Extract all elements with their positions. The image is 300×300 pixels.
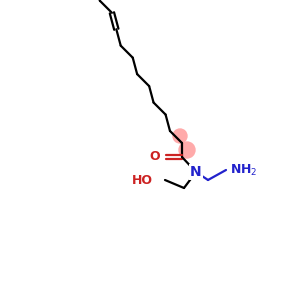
Text: HO: HO <box>132 173 153 187</box>
Circle shape <box>179 142 195 158</box>
Circle shape <box>173 129 187 143</box>
Text: NH$_2$: NH$_2$ <box>230 162 257 178</box>
Text: O: O <box>149 151 160 164</box>
Text: N: N <box>190 165 202 179</box>
